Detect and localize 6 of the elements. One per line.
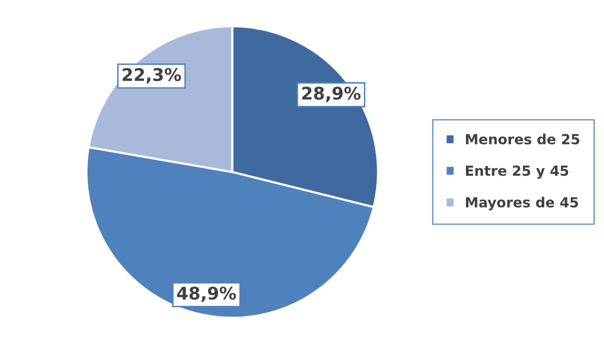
legend-label: Menores de 25: [466, 134, 580, 144]
legend-label: Mayores de 45: [466, 196, 578, 210]
data-label: 48,9%: [177, 286, 236, 302]
legend-label: Entre 25 y 45: [466, 165, 568, 179]
data-label: 28,9%: [302, 86, 361, 102]
data-label: 22,3%: [122, 68, 182, 84]
